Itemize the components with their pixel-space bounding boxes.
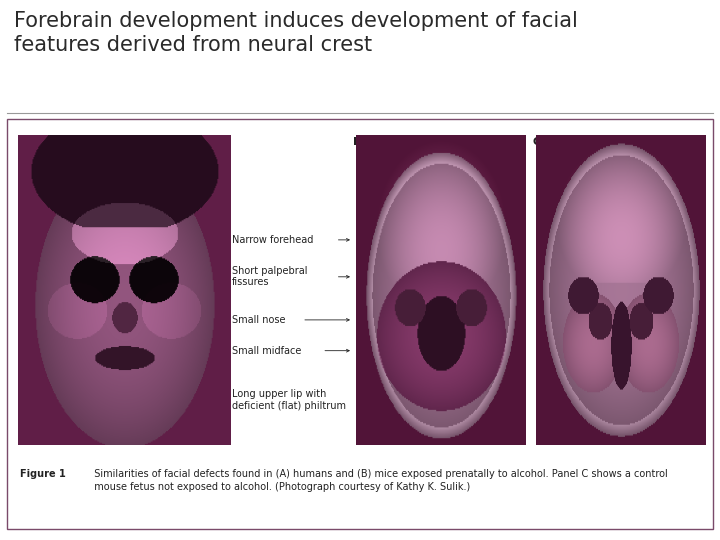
- Text: Figure 1: Figure 1: [20, 469, 66, 479]
- Text: Forebrain development induces development of facial
features derived from neural: Forebrain development induces developmen…: [14, 10, 578, 55]
- Text: C: C: [533, 137, 541, 147]
- Text: Small midface: Small midface: [232, 346, 301, 356]
- Text: Small nose: Small nose: [232, 315, 285, 325]
- Text: Long upper lip with
deficient (flat) philtrum: Long upper lip with deficient (flat) phi…: [232, 389, 346, 410]
- Text: Similarities of facial defects found in (A) humans and (B) mice exposed prenatal: Similarities of facial defects found in …: [89, 469, 668, 492]
- Text: Narrow forehead: Narrow forehead: [232, 235, 313, 245]
- Text: A: A: [22, 137, 30, 147]
- Text: B: B: [353, 137, 361, 147]
- Text: Short palpebral
fissures: Short palpebral fissures: [232, 266, 307, 287]
